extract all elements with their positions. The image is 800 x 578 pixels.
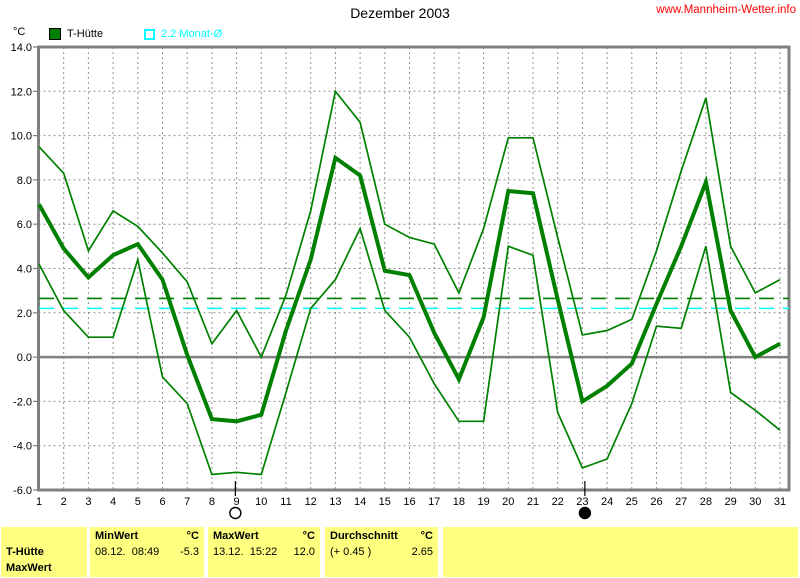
table-row-labels-cell: T-Hütte MaxWert: [1, 527, 87, 577]
x-tick-label: 22: [552, 496, 564, 508]
x-tick-label: 23: [576, 496, 588, 508]
y-tick-label: 12.0: [11, 86, 32, 98]
x-tick-label: 27: [675, 496, 687, 508]
x-tick-label: 12: [305, 496, 317, 508]
x-tick-label: 21: [527, 496, 539, 508]
x-tick-label: 4: [110, 496, 116, 508]
x-tick-label: 19: [477, 496, 489, 508]
series-swatch-icon: [49, 28, 61, 40]
legend-avg-label: 2.2 Monat-Ø: [161, 28, 223, 40]
legend-item-monat-avg: 2.2 Monat-Ø: [144, 28, 222, 40]
maxwert-value: 12.0: [293, 546, 315, 558]
maxwert-detail: 13.12. 15:22: [213, 546, 278, 558]
x-tick-label: 15: [379, 496, 391, 508]
minwert-header: MinWert: [95, 530, 139, 542]
durchschnitt-unit: °C: [420, 530, 433, 542]
y-tick-label: -4.0: [13, 441, 32, 453]
series-mean-line: [37, 154, 781, 424]
table-row-label-series: T-Hütte: [6, 546, 44, 558]
maxwert-header: MaxWert: [213, 530, 259, 542]
series-max-line: [38, 89, 781, 360]
x-tick-label: 9: [234, 496, 240, 508]
x-tick-label: 18: [453, 496, 465, 508]
page-title: Dezember 2003: [350, 5, 450, 21]
x-tick-label: 7: [184, 496, 190, 508]
x-tick-label: 30: [749, 496, 761, 508]
table-empty-cell: [443, 527, 798, 577]
x-tick-label: 11: [280, 496, 291, 508]
y-tick-label: 4.0: [17, 264, 32, 276]
table-empty-header: [1, 528, 87, 544]
legend-series-label: T-Hütte: [67, 28, 104, 40]
x-tick-label: 13: [329, 496, 341, 508]
moon-full-icon: [229, 506, 242, 520]
y-tick-label: 6.0: [17, 219, 32, 231]
x-tick-label: 6: [159, 496, 165, 508]
x-tick-label: 14: [354, 496, 366, 508]
x-tick-label: 3: [85, 496, 91, 508]
y-tick-label: 0.0: [17, 352, 32, 364]
x-tick-label: 2: [61, 496, 67, 508]
table-minwert-cell: MinWert °C 08.12. 08:49 -5.3: [90, 527, 204, 577]
y-tick-label: -6.0: [13, 485, 32, 497]
month-avg-swatch-icon: [144, 28, 155, 40]
y-tick-label: -2.0: [13, 396, 32, 408]
durchschnitt-header: Durchschnitt: [330, 530, 398, 542]
y-axis-unit-label: °C: [13, 26, 26, 38]
x-tick-label: 1: [36, 496, 42, 508]
moon-new-icon: [578, 506, 592, 520]
x-tick-label: 29: [724, 496, 736, 508]
table-row-label-maxwert: MaxWert: [6, 562, 52, 574]
x-tick-label: 10: [255, 496, 267, 508]
y-tick-label: 2.0: [17, 308, 32, 320]
durchschnitt-detail: (+ 0.45 ): [330, 546, 372, 558]
minwert-value: -5.3: [180, 546, 199, 558]
x-tick-label: 28: [700, 496, 712, 508]
table-maxwert-cell: MaxWert °C 13.12. 15:22 12.0: [208, 527, 320, 577]
x-tick-label: 25: [626, 496, 638, 508]
x-tick-label: 8: [209, 496, 215, 508]
y-tick-label: 10.0: [11, 131, 32, 143]
y-tick-label: 14.0: [11, 42, 32, 54]
chart-svg: 14.0 12.0 10.0 8.0 6.0 4.0 2.0 0.0 -2.0 -4.0 -6.0 1…: [11, 42, 791, 520]
x-tick-label: 31: [774, 496, 786, 508]
x-tick-label: 26: [650, 496, 662, 508]
durchschnitt-value: 2.65: [411, 546, 433, 558]
x-tick-label: 5: [135, 496, 141, 508]
series-min-line: [38, 226, 781, 476]
minwert-detail: 08.12. 08:49: [95, 546, 160, 558]
x-tick-label: 16: [403, 496, 415, 508]
x-tick-label: 20: [502, 496, 514, 508]
table-durchschnitt-cell: Durchschnitt °C (+ 0.45 ) 2.65: [325, 527, 438, 577]
legend-item-t-huette: T-Hütte: [49, 28, 103, 40]
site-link[interactable]: www.Mannheim-Wetter.info: [656, 4, 796, 16]
minwert-unit: °C: [186, 530, 199, 542]
maxwert-unit: °C: [302, 530, 315, 542]
x-tick-label: 17: [428, 496, 440, 508]
x-tick-label: 24: [601, 496, 613, 508]
stats-table: T-Hütte MaxWert MinWert °C 08.12. 08:49 …: [0, 527, 800, 578]
y-tick-label: 8.0: [17, 175, 32, 187]
